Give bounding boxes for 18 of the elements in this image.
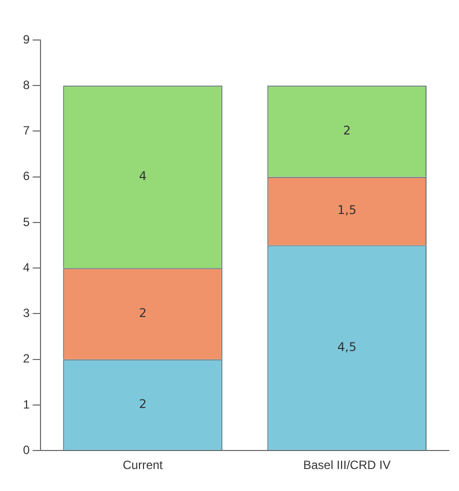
x-tick-label: Current xyxy=(122,458,164,472)
y-tick-label: 6 xyxy=(22,169,30,184)
y-tick-label: 0 xyxy=(22,442,30,457)
y-tick-label: 2 xyxy=(22,352,30,366)
y-tick-label: 9 xyxy=(22,32,30,46)
y-tick-label: 4 xyxy=(22,260,30,274)
y-tick-label: 8 xyxy=(22,78,30,92)
data-label: 4,5 xyxy=(337,340,356,354)
y-tick-label: 5 xyxy=(22,214,30,229)
data-label: 2 xyxy=(138,396,147,411)
y-tick-label: 7 xyxy=(22,124,30,138)
y-tick-label: 1 xyxy=(22,397,30,412)
data-label: 2 xyxy=(343,123,351,138)
data-label: 1,5 xyxy=(337,203,356,218)
y-tick-label: 3 xyxy=(22,306,30,320)
x-tick-label: Basel III/CRD IV xyxy=(303,458,391,472)
data-label: 4 xyxy=(138,168,147,183)
data-label: 2 xyxy=(138,306,147,320)
